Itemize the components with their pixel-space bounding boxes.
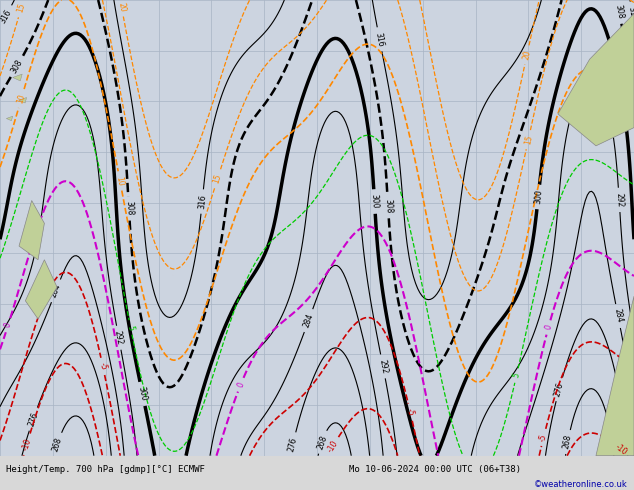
Text: Mo 10-06-2024 00:00 UTC (06+T38): Mo 10-06-2024 00:00 UTC (06+T38): [349, 465, 521, 474]
Text: 15: 15: [523, 134, 534, 146]
Polygon shape: [13, 74, 22, 81]
Text: 316: 316: [0, 7, 13, 24]
Text: 308: 308: [383, 198, 393, 214]
Text: 5: 5: [512, 372, 521, 379]
Text: 284: 284: [302, 312, 315, 329]
Text: -5: -5: [405, 408, 415, 417]
Polygon shape: [6, 116, 13, 121]
Text: 316: 316: [374, 31, 385, 48]
Polygon shape: [558, 14, 634, 146]
Text: -5: -5: [538, 433, 549, 442]
Text: 10: 10: [16, 93, 27, 104]
Text: 308: 308: [10, 58, 25, 75]
Text: 20: 20: [116, 1, 127, 12]
Text: 276: 276: [27, 411, 40, 427]
Text: 0: 0: [543, 324, 553, 331]
Polygon shape: [596, 296, 634, 456]
Text: 276: 276: [553, 381, 566, 397]
Text: 268: 268: [315, 434, 328, 450]
Text: 5: 5: [126, 324, 136, 331]
Text: -10: -10: [325, 439, 340, 454]
Text: 276: 276: [287, 436, 299, 452]
Text: 308: 308: [124, 201, 134, 216]
Polygon shape: [19, 98, 27, 103]
Text: 0: 0: [236, 381, 246, 389]
Text: 284: 284: [49, 283, 63, 299]
Text: 308: 308: [614, 4, 625, 20]
Text: 292: 292: [113, 330, 124, 345]
Text: 292: 292: [614, 193, 624, 207]
Polygon shape: [25, 260, 57, 319]
Text: Height/Temp. 700 hPa [gdmp][°C] ECMWF: Height/Temp. 700 hPa [gdmp][°C] ECMWF: [6, 465, 205, 474]
Text: 268: 268: [562, 434, 574, 450]
Text: 268: 268: [51, 436, 64, 452]
Polygon shape: [19, 200, 44, 260]
Text: 300: 300: [370, 194, 379, 209]
Text: 10: 10: [115, 175, 126, 187]
Text: 0: 0: [3, 321, 13, 329]
Text: ©weatheronline.co.uk: ©weatheronline.co.uk: [534, 480, 628, 490]
Text: 292: 292: [377, 359, 389, 374]
Text: -10: -10: [614, 442, 629, 457]
Text: 300: 300: [533, 189, 543, 205]
Text: 300: 300: [136, 386, 148, 402]
Text: -5: -5: [98, 362, 108, 371]
Text: -10: -10: [21, 437, 33, 451]
Text: 15: 15: [16, 2, 27, 14]
Text: 20: 20: [522, 49, 533, 61]
Text: 15: 15: [212, 172, 223, 185]
Text: 284: 284: [612, 308, 624, 324]
Text: 316: 316: [197, 194, 207, 209]
Text: 316: 316: [626, 6, 634, 22]
